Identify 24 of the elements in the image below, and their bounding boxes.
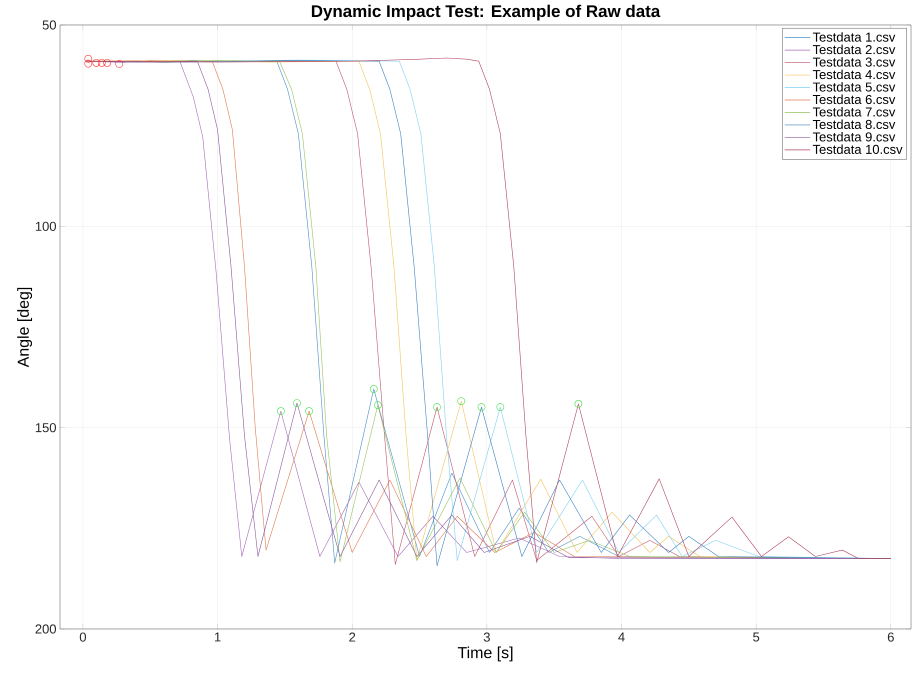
legend-label: Testdata 8.csv bbox=[812, 120, 896, 130]
y-tick-label: 200 bbox=[36, 624, 56, 634]
x-tick-label: 0 bbox=[80, 632, 86, 642]
legend-label: Testdata 7.csv bbox=[812, 107, 896, 117]
legend-label: Testdata 4.csv bbox=[812, 70, 896, 80]
y-axis-title: Angle [deg] bbox=[17, 288, 32, 368]
y-tick-label: 50 bbox=[42, 20, 56, 30]
legend-label: Testdata 6.csv bbox=[812, 94, 896, 104]
legend-label: Testdata 1.csv bbox=[812, 32, 896, 42]
x-axis-title: Time [s] bbox=[458, 646, 512, 662]
legend-label: Testdata 5.csv bbox=[812, 82, 896, 92]
x-tick-label: 5 bbox=[753, 632, 760, 642]
x-tick-label: 6 bbox=[888, 632, 894, 642]
x-tick-label: 2 bbox=[349, 632, 356, 642]
y-tick-label: 100 bbox=[36, 222, 56, 231]
legend-label: Testdata 10.csv bbox=[812, 144, 903, 154]
x-tick-label: 4 bbox=[618, 632, 625, 642]
legend-label: Testdata 3.csv bbox=[812, 57, 896, 67]
legend-label: Testdata 2.csv bbox=[812, 44, 896, 54]
x-tick-label: 1 bbox=[214, 632, 221, 642]
chart-title: Dynamic Impact Test: Example of Raw data bbox=[312, 4, 660, 20]
x-tick-label: 3 bbox=[484, 632, 490, 642]
legend-label: Testdata 9.csv bbox=[812, 132, 896, 142]
y-tick-label: 150 bbox=[36, 423, 56, 432]
